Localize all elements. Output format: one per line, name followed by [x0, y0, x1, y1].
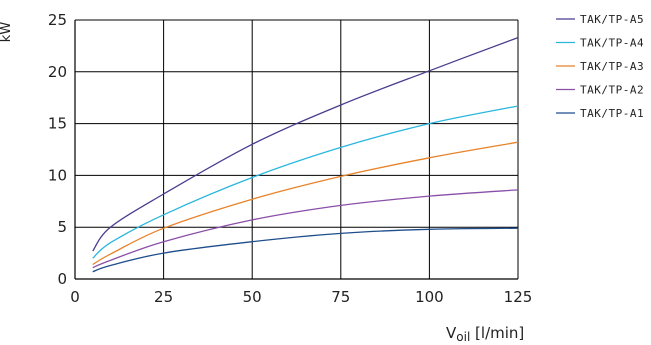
x-tick-label-1: 25: [154, 288, 173, 306]
y-tick-label-4: 20: [48, 63, 67, 81]
legend-label-tak-tp-a5: TAK/TP-A5: [580, 13, 644, 26]
series-line-tak-tp-a3: [92, 141, 519, 266]
y-axis-label: kW: [0, 22, 14, 43]
x-axis-label-main: V: [446, 324, 457, 342]
x-axis-label-unit: [l/min]: [470, 324, 524, 342]
y-tick-label-2: 10: [48, 166, 67, 184]
y-tick-label-1: 5: [57, 218, 67, 236]
x-tick-label-5: 125: [504, 288, 533, 306]
series-line-tak-tp-a5: [92, 36, 519, 252]
tick-labels: 0 25 50 75 100 125 0 5 10 15 20 25: [48, 11, 532, 306]
y-tick-label-5: 25: [48, 11, 67, 29]
legend-label-tak-tp-a3: TAK/TP-A3: [580, 60, 644, 73]
series-line-tak-tp-a1: [92, 227, 519, 273]
legend-label-tak-tp-a2: TAK/TP-A2: [580, 84, 644, 97]
x-tick-label-0: 0: [70, 288, 80, 306]
legend-label-tak-tp-a1: TAK/TP-A1: [580, 107, 644, 120]
legend: TAK/TP-A5 TAK/TP-A4 TAK/TP-A3 TAK/TP-A2 TAK/…: [556, 13, 644, 120]
x-axis-label: Voil [l/min]: [446, 324, 524, 344]
x-tick-label-2: 50: [243, 288, 262, 306]
legend-label-tak-tp-a4: TAK/TP-A4: [580, 37, 644, 50]
x-tick-label-4: 100: [415, 288, 444, 306]
y-tick-label-3: 15: [48, 115, 67, 133]
series-lines: [92, 36, 519, 273]
x-axis-label-sub: oil: [456, 330, 470, 344]
series-line-tak-tp-a4: [92, 105, 519, 259]
x-tick-label-3: 75: [331, 288, 350, 306]
series-line-tak-tp-a2: [92, 189, 519, 269]
y-tick-label-0: 0: [57, 270, 67, 288]
grid: [74, 19, 519, 280]
